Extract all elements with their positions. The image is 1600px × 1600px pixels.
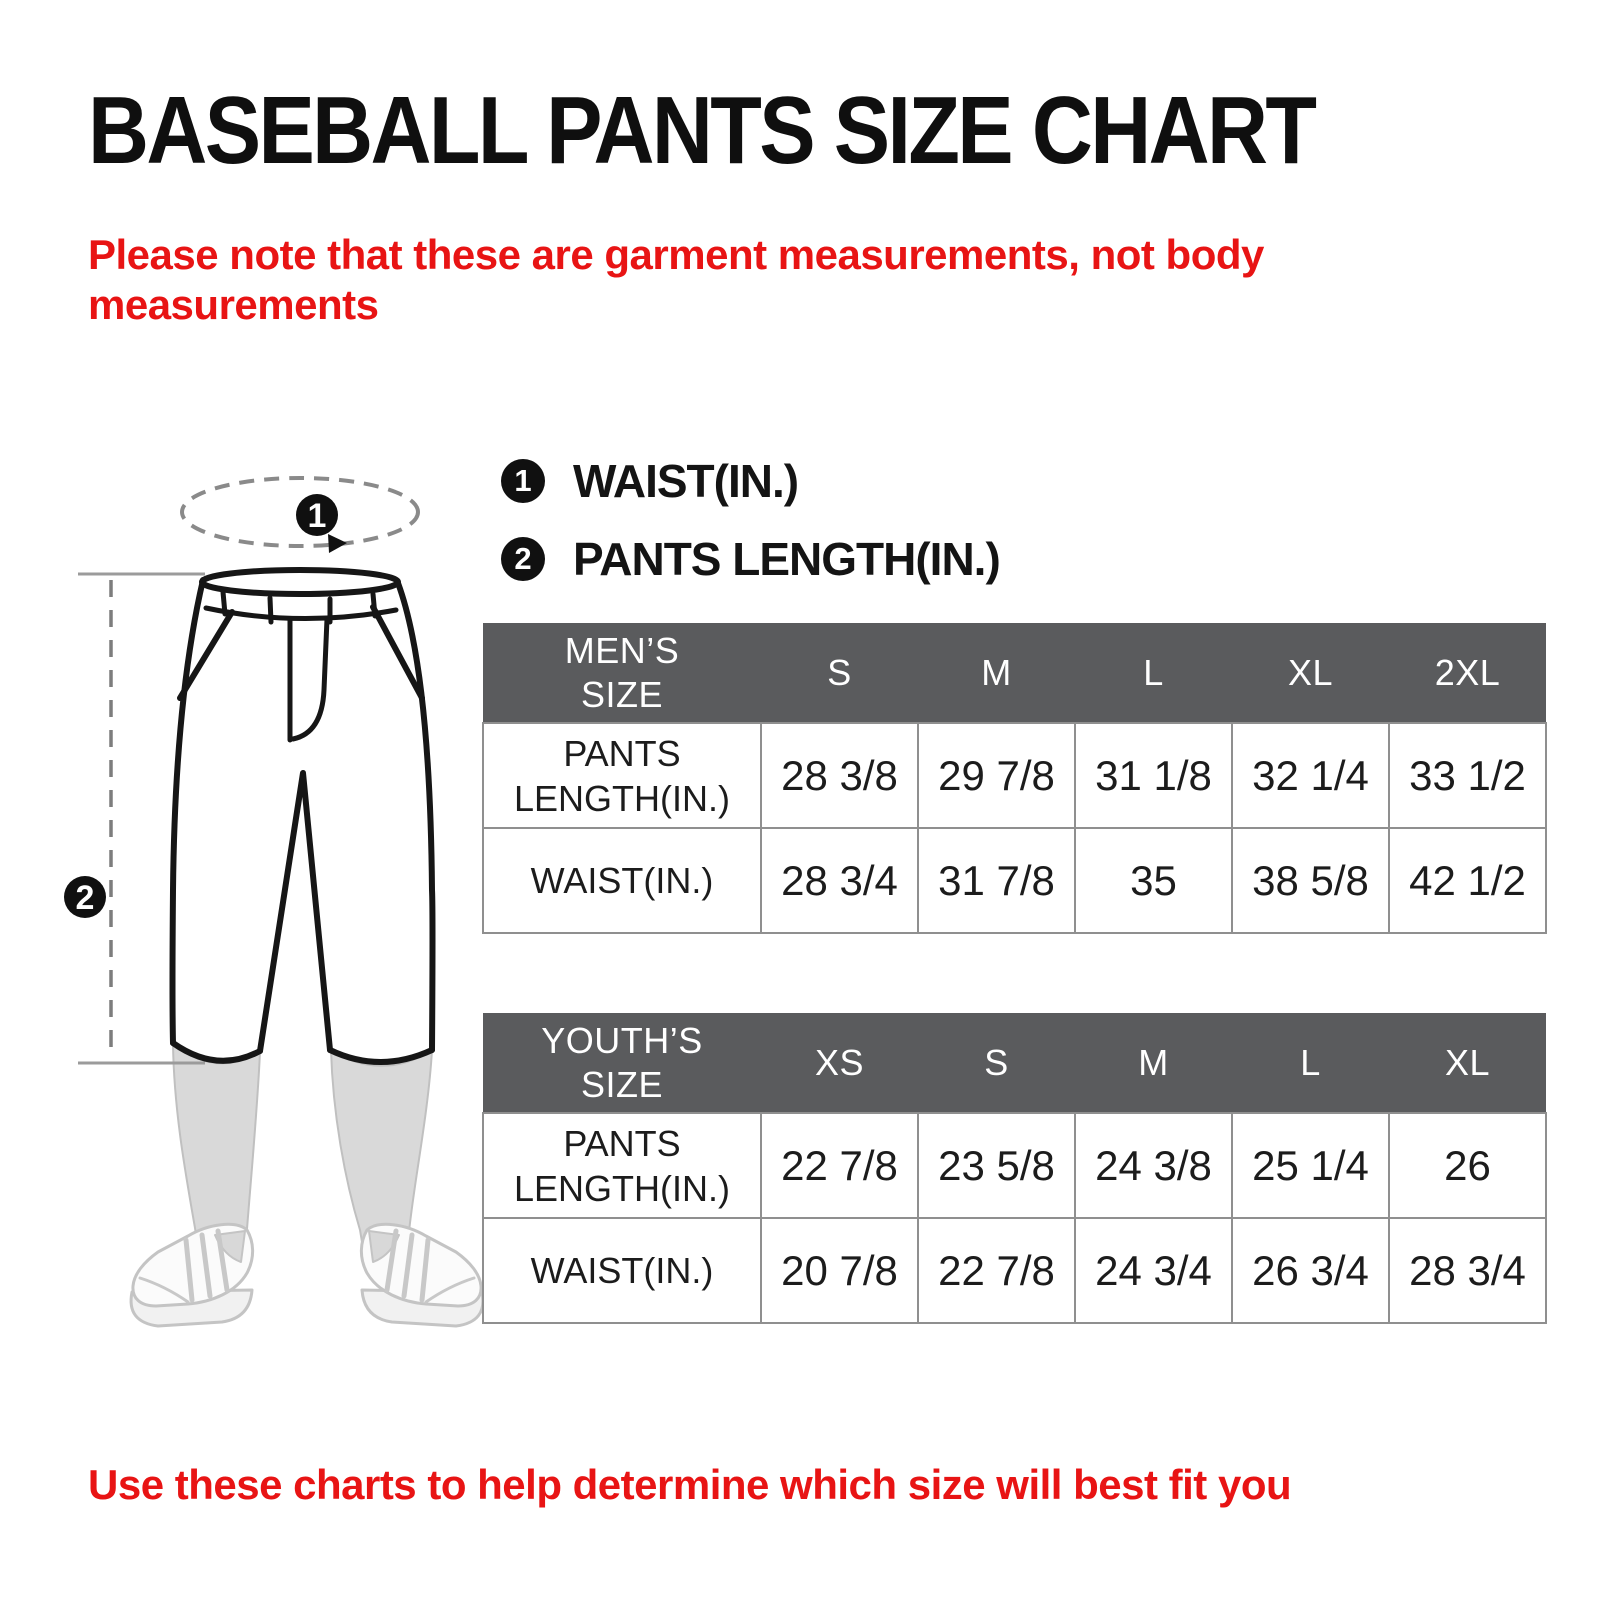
measurement-value-cell: 38 5/8 <box>1231 827 1390 934</box>
table-row: PANTS LENGTH(IN.) 28 3/8 29 7/8 31 1/8 32 1/… <box>482 722 1547 829</box>
measurement-value-cell: 23 5/8 <box>917 1112 1076 1219</box>
arrow-icon <box>328 534 347 553</box>
length-marker-number: 2 <box>76 879 95 917</box>
pocket-left <box>177 609 235 701</box>
measurement-value-cell: 31 1/8 <box>1074 722 1233 829</box>
pants-diagram: 1 2 <box>64 476 485 1328</box>
page-title: BASEBALL PANTS SIZE CHART <box>88 77 1317 184</box>
measurement-value-cell: 32 1/4 <box>1231 722 1390 829</box>
size-category-header: MEN’S SIZE <box>483 623 761 723</box>
legend-item-length: 2 PANTS LENGTH(IN.) <box>501 532 1001 586</box>
measurement-value-cell: 24 3/4 <box>1074 1217 1233 1324</box>
size-column-header: L <box>1075 623 1232 723</box>
row-label-cell: PANTS LENGTH(IN.) <box>482 1112 762 1219</box>
size-column-header: L <box>1232 1013 1389 1113</box>
sock-right <box>329 1048 434 1243</box>
size-column-header: XS <box>761 1013 918 1113</box>
measurement-value-cell: 42 1/2 <box>1388 827 1547 934</box>
pocket-right <box>370 604 425 701</box>
measurement-value-cell: 31 7/8 <box>917 827 1076 934</box>
measurement-value-cell: 28 3/4 <box>760 827 919 934</box>
size-column-header: XL <box>1232 623 1389 723</box>
legend-label-length: PANTS LENGTH(IN.) <box>573 533 1001 585</box>
legend-item-waist: 1 WAIST(IN.) <box>501 454 1000 508</box>
size-column-header: 2XL <box>1389 623 1546 723</box>
measurement-value-cell: 33 1/2 <box>1388 722 1547 829</box>
measurement-value-cell: 28 3/8 <box>760 722 919 829</box>
waist-marker-number: 1 <box>308 497 327 535</box>
row-label-cell: WAIST(IN.) <box>482 1217 762 1324</box>
measurement-legend: 1 WAIST(IN.) 2 PANTS LENGTH(IN.) <box>501 454 1001 610</box>
length-badge: 2 <box>501 537 545 581</box>
measurement-value-cell: 24 3/8 <box>1074 1112 1233 1219</box>
measurement-value-cell: 29 7/8 <box>917 722 1076 829</box>
waist-badge: 1 <box>501 459 545 503</box>
size-column-header: M <box>1075 1013 1232 1113</box>
measurement-value-cell: 22 7/8 <box>760 1112 919 1219</box>
table-row: PANTS LENGTH(IN.) 22 7/8 23 5/8 24 3/8 25 1/… <box>482 1112 1547 1219</box>
measurement-value-cell: 22 7/8 <box>917 1217 1076 1324</box>
youths-size-table: YOUTH’S SIZE XS S M L XL PANTS LENGTH(IN.) 22 7… <box>482 1013 1547 1324</box>
size-column-header: S <box>761 623 918 723</box>
length-measure-callout: 2 <box>64 572 205 1065</box>
shoe-left-icon <box>129 1222 255 1328</box>
measurement-value-cell: 35 <box>1074 827 1233 934</box>
table-row: WAIST(IN.) 20 7/8 22 7/8 24 3/4 26 3/4 28 3/4 <box>482 1217 1547 1324</box>
shoe-right-icon <box>359 1222 485 1328</box>
row-label-cell: PANTS LENGTH(IN.) <box>482 722 762 829</box>
usage-note: Use these charts to help determine which… <box>88 1461 1292 1508</box>
waist-measure-callout: 1 <box>180 476 420 553</box>
mens-size-table: MEN’S SIZE S M L XL 2XL PANTS LENGTH(IN.) 28 3/… <box>482 623 1547 934</box>
measurement-value-cell: 26 3/4 <box>1231 1217 1390 1324</box>
row-label-cell: WAIST(IN.) <box>482 827 762 934</box>
pants-outline <box>169 567 436 1065</box>
waistband-opening <box>199 567 401 597</box>
size-column-header: M <box>918 623 1075 723</box>
size-column-header: S <box>918 1013 1075 1113</box>
measurement-value-cell: 25 1/4 <box>1231 1112 1390 1219</box>
measurement-value-cell: 20 7/8 <box>760 1217 919 1324</box>
size-column-header: XL <box>1389 1013 1546 1113</box>
legend-label-waist: WAIST(IN.) <box>573 455 799 507</box>
sock-left <box>171 1041 262 1243</box>
garment-measurement-note: Please note that these are garment measu… <box>88 231 1264 329</box>
measurement-value-cell: 28 3/4 <box>1388 1217 1547 1324</box>
table-row: WAIST(IN.) 28 3/4 31 7/8 35 38 5/8 42 1/2 <box>482 827 1547 934</box>
measurement-value-cell: 26 <box>1388 1112 1547 1219</box>
size-category-header: YOUTH’S SIZE <box>483 1013 761 1113</box>
